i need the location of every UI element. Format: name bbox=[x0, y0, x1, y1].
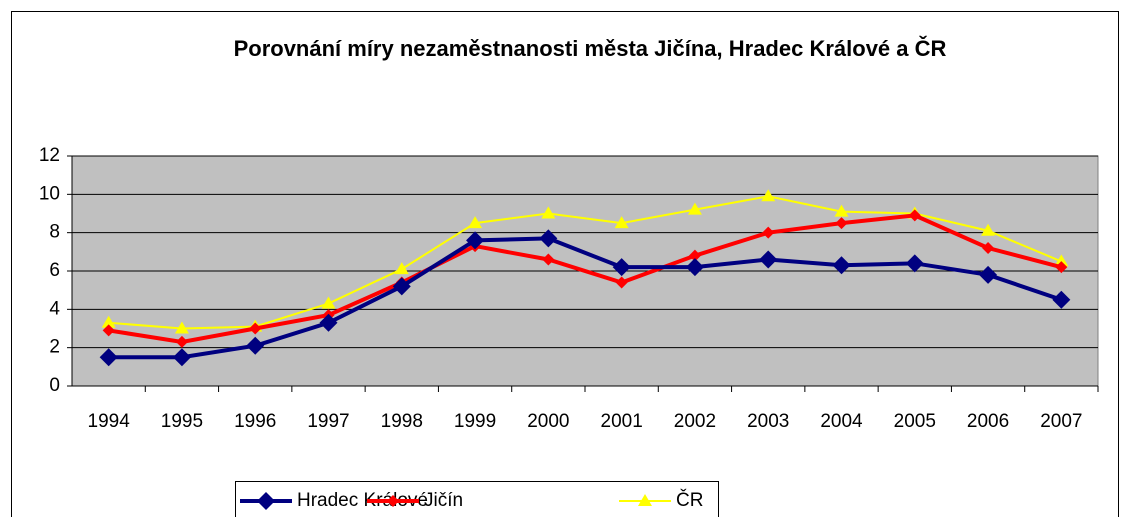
marker bbox=[257, 492, 275, 510]
marker bbox=[638, 494, 652, 506]
series-line bbox=[108, 213, 1062, 344]
series-line bbox=[108, 195, 1062, 330]
marker bbox=[394, 262, 409, 275]
y-tick-label: 0 bbox=[49, 375, 60, 396]
marker bbox=[539, 229, 558, 248]
legend-label: ČR bbox=[676, 489, 703, 511]
marker bbox=[762, 226, 775, 239]
marker bbox=[466, 231, 485, 250]
marker bbox=[99, 348, 118, 367]
marker bbox=[387, 495, 399, 507]
x-tick-label: 2005 bbox=[894, 411, 936, 432]
marker bbox=[687, 202, 702, 215]
y-tick-label: 10 bbox=[39, 183, 60, 204]
legend-label: Jičín bbox=[424, 490, 463, 511]
x-tick-label: 2000 bbox=[527, 411, 569, 432]
x-tick-label: 2002 bbox=[674, 411, 716, 432]
y-tick-label: 4 bbox=[49, 298, 60, 319]
y-tick-label: 12 bbox=[39, 145, 60, 166]
marker bbox=[905, 254, 924, 273]
marker bbox=[249, 322, 262, 335]
marker bbox=[246, 336, 265, 355]
title-box: Porovnání míry nezaměstnanosti města Jič… bbox=[233, 36, 947, 61]
marker bbox=[468, 216, 483, 229]
marker bbox=[101, 315, 116, 328]
chart-title: Porovnání míry nezaměstnanosti města Jič… bbox=[233, 36, 947, 61]
marker bbox=[172, 348, 191, 367]
marker bbox=[614, 216, 629, 229]
marker bbox=[319, 313, 338, 332]
x-tick-label: 2007 bbox=[1040, 411, 1082, 432]
legend-label: Hradec Králové bbox=[297, 490, 428, 511]
x-tick-label: 1999 bbox=[454, 411, 496, 432]
marker bbox=[685, 258, 704, 277]
marker bbox=[542, 253, 555, 266]
marker bbox=[834, 204, 849, 217]
marker bbox=[1055, 261, 1068, 274]
x-tick-label: 2004 bbox=[820, 411, 863, 432]
marker bbox=[102, 324, 115, 337]
marker bbox=[615, 276, 628, 289]
marker bbox=[174, 321, 189, 334]
x-tick-label: 1998 bbox=[381, 411, 423, 432]
marker bbox=[982, 242, 995, 254]
x-tick-label: 2006 bbox=[967, 411, 1009, 432]
marker bbox=[835, 217, 848, 230]
marker bbox=[1054, 254, 1069, 267]
marker bbox=[612, 258, 631, 277]
marker bbox=[541, 206, 556, 219]
marker bbox=[688, 249, 701, 262]
marker bbox=[979, 265, 998, 284]
marker bbox=[761, 189, 776, 202]
marker bbox=[759, 250, 778, 269]
x-tick-label: 1995 bbox=[161, 411, 203, 432]
x-tick-label: 1997 bbox=[307, 411, 349, 432]
y-tick-label: 8 bbox=[49, 222, 60, 243]
x-tick-label: 1994 bbox=[88, 411, 131, 432]
x-tick-label: 1996 bbox=[234, 411, 276, 432]
x-tick-label: 2003 bbox=[747, 411, 789, 432]
marker bbox=[908, 209, 921, 222]
marker bbox=[321, 296, 336, 309]
marker bbox=[392, 277, 411, 296]
marker bbox=[981, 223, 996, 236]
marker bbox=[175, 335, 188, 348]
series-line bbox=[108, 236, 1063, 360]
x-tick-label: 2001 bbox=[601, 411, 643, 432]
marker bbox=[832, 256, 851, 275]
marker bbox=[1052, 290, 1071, 309]
y-tick-label: 6 bbox=[49, 260, 60, 281]
y-tick-label: 2 bbox=[49, 337, 60, 358]
